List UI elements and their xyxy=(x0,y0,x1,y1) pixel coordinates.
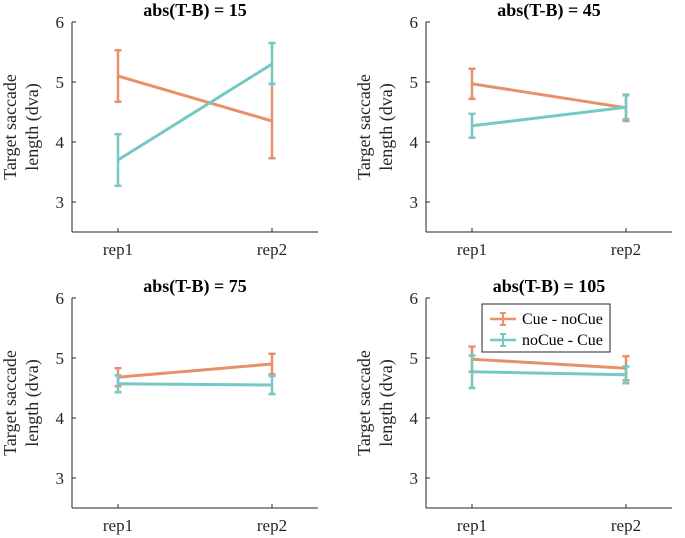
chart-title: abs(T-B) = 15 xyxy=(143,0,247,21)
chart-panel-4: 3 4 5 6 rep1 rep2 abs(T-B) = 105 Target saccade… xyxy=(354,276,672,535)
series-line-cue-nocue xyxy=(471,82,627,110)
chart-title: abs(T-B) = 105 xyxy=(493,276,606,297)
data-point xyxy=(270,383,274,387)
data-point xyxy=(624,373,628,376)
series-line-nocue-cue xyxy=(471,370,627,377)
y-tick-label: 5 xyxy=(56,349,65,368)
y-axis-label-line2: length (dva) xyxy=(22,83,43,170)
chart-title: abs(T-B) = 75 xyxy=(143,276,247,297)
y-tick-label: 4 xyxy=(56,409,65,428)
x-tick-label: rep2 xyxy=(611,240,641,259)
chart-panel-2: 3 4 5 6 rep1 rep2 abs(T-B) = 45 Target saccade l… xyxy=(354,0,672,259)
chart-title: abs(T-B) = 45 xyxy=(497,0,601,21)
y-tick-label: 3 xyxy=(56,193,65,212)
data-point xyxy=(116,158,120,162)
y-tick-label: 6 xyxy=(410,13,419,32)
y-tick-label: 3 xyxy=(410,193,419,212)
y-tick-label: 6 xyxy=(56,13,65,32)
y-tick-label: 5 xyxy=(410,73,419,92)
y-axis-label-line2: length (dva) xyxy=(376,359,397,446)
y-tick-label: 3 xyxy=(410,469,419,488)
series-line-nocue-cue xyxy=(471,105,627,128)
legend: Cue - noCue noCue - Cue xyxy=(481,303,611,353)
y-tick-label: 4 xyxy=(410,409,419,428)
y-axis-label-line2: length (dva) xyxy=(376,83,397,170)
x-tick-label: rep2 xyxy=(257,516,287,535)
y-tick-label: 6 xyxy=(410,289,419,308)
y-tick-label: 4 xyxy=(56,133,65,152)
data-point xyxy=(116,382,120,385)
legend-label: Cue - noCue xyxy=(522,311,603,328)
data-point xyxy=(470,370,474,373)
series-line-cue-nocue xyxy=(117,74,273,123)
data-point xyxy=(470,82,474,86)
series-line-cue-nocue xyxy=(117,362,273,379)
data-point xyxy=(270,62,274,66)
data-point xyxy=(116,74,120,78)
y-tick-label: 5 xyxy=(56,73,65,92)
y-axis-label-line2: length (dva) xyxy=(22,359,43,446)
y-tick-label: 5 xyxy=(410,349,419,368)
chart-panel-3: 3 4 5 6 rep1 rep2 abs(T-B) = 75 Target saccade l… xyxy=(0,276,318,535)
y-axis-label-line1: Target saccade xyxy=(0,74,20,180)
y-tick-label: 3 xyxy=(56,469,65,488)
series-line-nocue-cue xyxy=(117,62,273,162)
y-axis-label-line1: Target saccade xyxy=(354,350,374,456)
chart-panel-1: 3 4 5 6 rep1 rep2 abs(T-B) = 15 Target saccade l… xyxy=(0,0,318,259)
x-tick-label: rep1 xyxy=(103,516,133,535)
data-point xyxy=(470,124,474,128)
x-tick-label: rep1 xyxy=(457,240,487,259)
x-tick-label: rep1 xyxy=(103,240,133,259)
x-tick-label: rep2 xyxy=(257,240,287,259)
y-tick-label: 4 xyxy=(410,133,419,152)
y-tick-label: 6 xyxy=(56,289,65,308)
y-axis-label-line1: Target saccade xyxy=(354,74,374,180)
x-tick-label: rep2 xyxy=(611,516,641,535)
data-point xyxy=(270,362,274,366)
data-point xyxy=(624,106,628,109)
data-point xyxy=(270,119,274,123)
series-line-cue-nocue xyxy=(471,357,627,370)
x-tick-label: rep1 xyxy=(457,516,487,535)
series-line-nocue-cue xyxy=(117,382,273,387)
legend-label: noCue - Cue xyxy=(522,332,603,349)
y-axis-label-line1: Target saccade xyxy=(0,350,20,456)
